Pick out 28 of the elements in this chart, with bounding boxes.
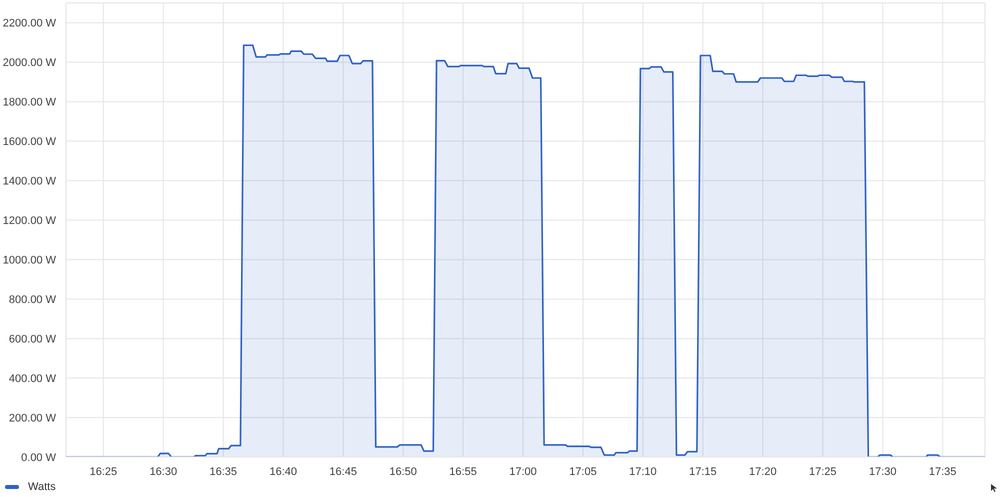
x-tick-label: 16:25 (90, 466, 118, 478)
y-tick-label: 1800.00 W (2, 96, 57, 109)
x-tick-label: 16:50 (389, 466, 417, 478)
x-tick-label: 17:20 (749, 466, 777, 478)
y-tick-label: 2200.00 W (2, 18, 57, 30)
y-tick-label: 800.00 W (8, 294, 57, 306)
x-tick-label: 17:25 (808, 466, 837, 478)
x-tick-label: 17:15 (689, 466, 717, 478)
y-tick-label: 1200.00 W (2, 215, 57, 228)
y-tick-label: 1000.00 W (2, 254, 57, 267)
legend-label: Watts (28, 481, 56, 493)
y-tick-label: 200.00 W (8, 412, 57, 425)
x-tick-label: 16:40 (269, 466, 297, 478)
x-tick-label: 17:10 (629, 466, 657, 478)
x-tick-label: 17:30 (868, 466, 896, 478)
x-tick-label: 16:55 (449, 466, 477, 478)
y-tick-label: 400.00 W (8, 373, 57, 386)
y-tick-label: 1400.00 W (2, 176, 57, 188)
x-tick-label: 16:30 (150, 466, 178, 478)
y-tick-label: 0.00 W (21, 452, 57, 464)
x-tick-label: 17:35 (928, 466, 956, 478)
x-tick-label: 16:45 (329, 466, 357, 478)
x-tick-label: 17:05 (569, 466, 597, 478)
y-tick-label: 2000.00 W (2, 57, 57, 70)
x-tick-label: 17:00 (509, 466, 537, 478)
y-tick-label: 600.00 W (8, 334, 57, 346)
y-tick-label: 1600.00 W (2, 136, 57, 148)
x-tick-label: 16:35 (210, 466, 238, 478)
